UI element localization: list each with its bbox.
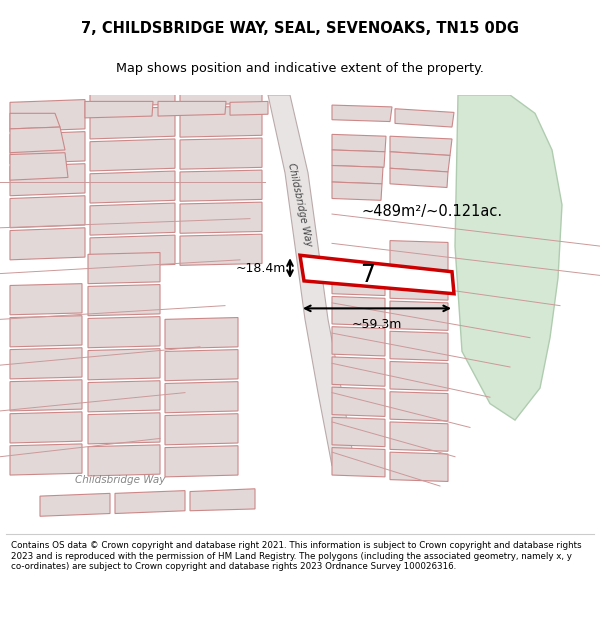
Polygon shape: [332, 105, 392, 121]
Polygon shape: [390, 361, 448, 391]
Polygon shape: [180, 170, 262, 201]
Polygon shape: [332, 166, 383, 184]
Polygon shape: [10, 164, 85, 196]
Polygon shape: [115, 491, 185, 514]
Polygon shape: [40, 493, 110, 516]
Polygon shape: [332, 182, 382, 201]
Polygon shape: [390, 136, 452, 156]
Polygon shape: [180, 234, 262, 266]
Polygon shape: [390, 168, 448, 187]
Polygon shape: [90, 139, 175, 171]
Polygon shape: [332, 418, 385, 447]
Polygon shape: [165, 382, 238, 412]
Polygon shape: [90, 107, 175, 139]
Polygon shape: [90, 171, 175, 203]
Polygon shape: [10, 99, 85, 132]
Polygon shape: [390, 452, 448, 481]
Polygon shape: [180, 106, 262, 137]
Polygon shape: [10, 127, 65, 152]
Text: Map shows position and indicative extent of the property.: Map shows position and indicative extent…: [116, 62, 484, 75]
Polygon shape: [10, 113, 60, 129]
Polygon shape: [390, 331, 448, 361]
Polygon shape: [85, 101, 153, 118]
Polygon shape: [180, 138, 262, 169]
Polygon shape: [395, 109, 454, 127]
Polygon shape: [390, 271, 448, 300]
Polygon shape: [332, 266, 385, 296]
Polygon shape: [10, 316, 82, 347]
Polygon shape: [10, 444, 82, 475]
Polygon shape: [10, 380, 82, 411]
Text: 7, CHILDSBRIDGE WAY, SEAL, SEVENOAKS, TN15 0DG: 7, CHILDSBRIDGE WAY, SEAL, SEVENOAKS, TN…: [81, 21, 519, 36]
Polygon shape: [332, 357, 385, 386]
Polygon shape: [10, 196, 85, 228]
Polygon shape: [230, 101, 268, 115]
Polygon shape: [10, 284, 82, 315]
Polygon shape: [332, 448, 385, 477]
Polygon shape: [332, 387, 385, 416]
Polygon shape: [88, 381, 160, 412]
Polygon shape: [180, 74, 262, 105]
Polygon shape: [90, 203, 175, 235]
Polygon shape: [88, 253, 160, 284]
Polygon shape: [10, 348, 82, 379]
Polygon shape: [332, 134, 386, 152]
Polygon shape: [90, 235, 175, 267]
Text: Contains OS data © Crown copyright and database right 2021. This information is : Contains OS data © Crown copyright and d…: [11, 541, 581, 571]
Polygon shape: [180, 202, 262, 233]
Polygon shape: [390, 301, 448, 331]
Text: 7: 7: [361, 263, 376, 288]
Polygon shape: [332, 327, 385, 356]
Text: Childsbridge Way: Childsbridge Way: [286, 162, 314, 248]
Text: ~489m²/~0.121ac.: ~489m²/~0.121ac.: [361, 204, 503, 219]
Polygon shape: [10, 228, 85, 260]
Polygon shape: [390, 422, 448, 451]
Text: Childsbridge Way: Childsbridge Way: [75, 474, 165, 484]
Polygon shape: [455, 95, 562, 420]
Polygon shape: [10, 132, 85, 164]
Text: ~18.4m: ~18.4m: [236, 262, 286, 274]
Polygon shape: [165, 446, 238, 477]
Polygon shape: [268, 95, 355, 466]
Text: ~59.3m: ~59.3m: [352, 318, 402, 331]
Polygon shape: [10, 152, 68, 180]
Polygon shape: [165, 318, 238, 349]
Polygon shape: [332, 296, 385, 326]
Polygon shape: [88, 349, 160, 380]
Polygon shape: [88, 317, 160, 348]
Polygon shape: [390, 392, 448, 421]
Polygon shape: [88, 412, 160, 444]
Polygon shape: [88, 445, 160, 476]
Polygon shape: [165, 349, 238, 381]
Polygon shape: [165, 414, 238, 445]
Polygon shape: [158, 101, 226, 116]
Polygon shape: [10, 412, 82, 443]
Polygon shape: [88, 284, 160, 316]
Polygon shape: [390, 241, 448, 270]
Polygon shape: [390, 152, 450, 172]
Polygon shape: [190, 489, 255, 511]
Polygon shape: [300, 255, 454, 294]
Polygon shape: [332, 150, 385, 168]
Polygon shape: [90, 75, 175, 107]
